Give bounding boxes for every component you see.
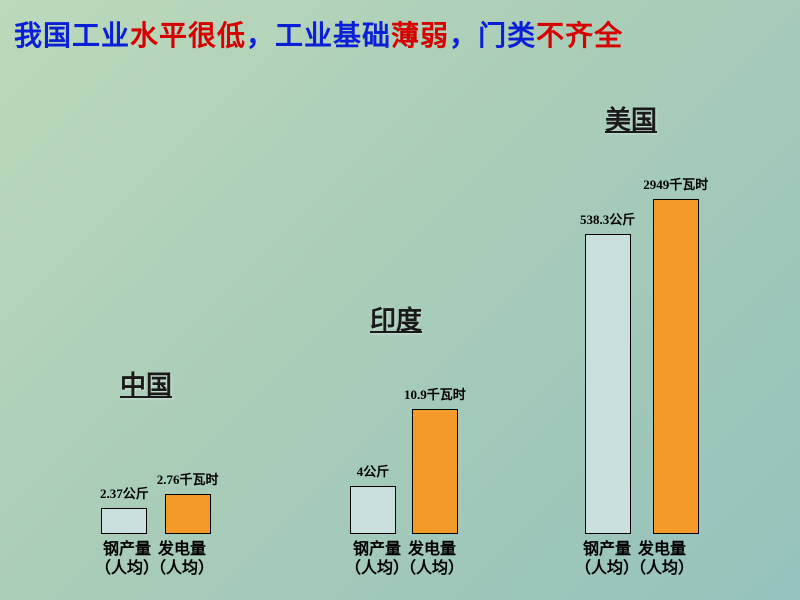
- bar-steel: [350, 486, 396, 534]
- bar-power: [412, 409, 458, 534]
- country-label: 印度: [370, 300, 422, 337]
- title-segment: 不齐全: [536, 21, 623, 52]
- page-title: 我国工业水平很低，工业基础薄弱，门类不齐全: [14, 14, 623, 54]
- value-label-steel: 4公斤: [357, 461, 390, 480]
- title-segment: 薄弱: [391, 21, 449, 52]
- bars-row: 4公斤 10.9千瓦时: [350, 384, 466, 534]
- bar-container-power: 10.9千瓦时: [404, 384, 466, 534]
- value-label-steel: 2.37公斤: [100, 483, 149, 502]
- bar-steel: [585, 234, 631, 534]
- bar-container-steel: 538.3公斤: [580, 209, 635, 534]
- bar-container-power: 2949千瓦时: [643, 174, 708, 534]
- bar-power: [653, 199, 699, 534]
- title-segment: ，工业基础: [246, 21, 391, 52]
- bar-steel: [101, 508, 147, 534]
- value-label-power: 2.76千瓦时: [157, 469, 219, 488]
- axis-label-power: 发电量（人均）: [150, 540, 214, 578]
- bar-power: [165, 494, 211, 534]
- bars-row: 538.3公斤 2949千瓦时: [580, 174, 708, 534]
- country-label: 美国: [605, 100, 657, 137]
- bar-container-power: 2.76千瓦时: [157, 469, 219, 534]
- bars-row: 2.37公斤 2.76千瓦时: [100, 469, 219, 534]
- bar-container-steel: 2.37公斤: [100, 483, 149, 534]
- bar-container-steel: 4公斤: [350, 461, 396, 534]
- value-label-power: 2949千瓦时: [643, 174, 708, 193]
- title-segment: 我国工业: [14, 21, 130, 52]
- title-segment: 水平很低: [130, 21, 246, 52]
- value-label-steel: 538.3公斤: [580, 209, 635, 228]
- axis-label-power: 发电量（人均）: [630, 540, 694, 578]
- value-label-power: 10.9千瓦时: [404, 384, 466, 403]
- title-segment: ，门类: [449, 21, 536, 52]
- country-label: 中国: [120, 365, 172, 402]
- axis-label-power: 发电量（人均）: [400, 540, 464, 578]
